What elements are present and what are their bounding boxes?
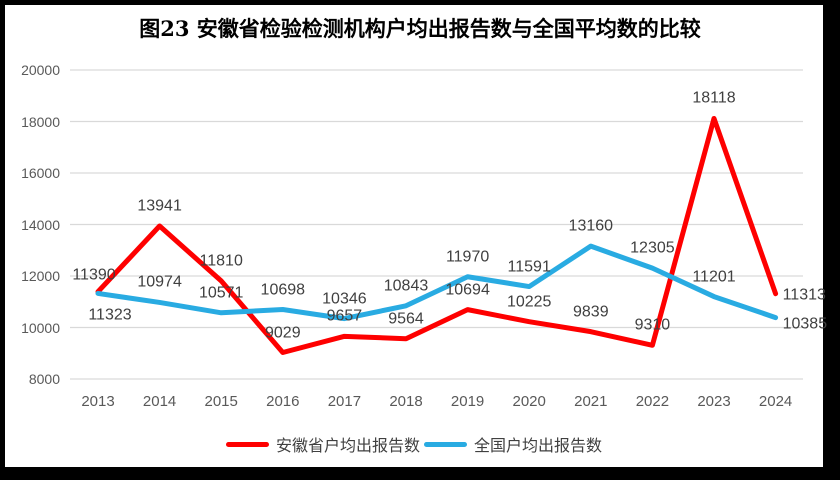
y-axis-tick-label: 18000 bbox=[21, 113, 60, 130]
x-axis-tick-label: 2019 bbox=[450, 393, 485, 410]
x-axis-tick-label: 2016 bbox=[266, 393, 300, 410]
data-label: 10698 bbox=[260, 281, 306, 299]
data-label: 10385 bbox=[782, 315, 828, 333]
data-label: 12305 bbox=[630, 239, 675, 257]
y-axis-tick-label: 20000 bbox=[21, 62, 60, 78]
y-axis-tick-label: 14000 bbox=[21, 216, 60, 233]
data-label: 9310 bbox=[634, 316, 671, 334]
legend: 安徽省户均出报告数 全国户均出报告数 bbox=[0, 433, 828, 455]
data-label: 9029 bbox=[265, 324, 301, 341]
data-label: 10843 bbox=[383, 277, 429, 295]
legend-item: 安徽省户均出报告数 bbox=[225, 432, 420, 456]
x-axis-tick-label: 2018 bbox=[389, 393, 423, 410]
data-label: 9564 bbox=[388, 310, 424, 328]
legend-label: 安徽省户均出报告数 bbox=[275, 438, 420, 455]
anhui-legend-swatch bbox=[225, 441, 269, 447]
data-label: 18118 bbox=[692, 89, 736, 107]
x-axis-tick-label: 2024 bbox=[758, 393, 793, 410]
y-axis-tick-label: 10000 bbox=[21, 319, 60, 336]
x-axis-tick-label: 2014 bbox=[142, 393, 177, 410]
legend-label: 全国户均出报告数 bbox=[474, 438, 603, 455]
y-axis-tick-label: 8000 bbox=[28, 371, 60, 387]
data-label: 11313 bbox=[782, 286, 826, 304]
national-legend-swatch bbox=[424, 441, 467, 447]
data-label: 11323 bbox=[88, 306, 132, 324]
x-axis-tick-label: 2017 bbox=[327, 393, 362, 410]
data-label: 10346 bbox=[322, 290, 367, 308]
x-axis-tick-label: 2023 bbox=[697, 393, 731, 410]
data-label: 9657 bbox=[326, 307, 363, 325]
data-label: 10225 bbox=[506, 293, 552, 311]
x-axis-tick-label: 2013 bbox=[81, 393, 115, 410]
data-label: 13160 bbox=[568, 217, 614, 235]
chart-background bbox=[5, 5, 823, 467]
data-label: 11201 bbox=[692, 268, 736, 286]
data-label: 11591 bbox=[507, 258, 551, 276]
data-label: 11390 bbox=[72, 266, 116, 284]
data-label: 13941 bbox=[137, 197, 182, 215]
legend-item: 全国户均出报告数 bbox=[424, 432, 602, 456]
x-axis-tick-label: 2022 bbox=[635, 393, 670, 410]
data-label: 11810 bbox=[199, 252, 243, 270]
x-axis-tick-label: 2021 bbox=[574, 393, 608, 410]
chart-title: 图23 安徽省检验检测机构户均出报告数与全国平均数的比较 bbox=[139, 16, 701, 41]
data-label: 10694 bbox=[445, 281, 490, 299]
data-label: 10974 bbox=[137, 273, 182, 291]
x-axis-tick-label: 2015 bbox=[204, 393, 238, 410]
y-axis-tick-label: 12000 bbox=[21, 268, 60, 284]
anhui-series-line bbox=[95, 115, 779, 356]
data-label: 9839 bbox=[573, 303, 609, 321]
y-axis-tick-label: 16000 bbox=[21, 165, 60, 181]
national-series-line bbox=[95, 243, 779, 322]
x-axis-tick-label: 2020 bbox=[512, 393, 546, 410]
data-label: 10571 bbox=[198, 284, 244, 302]
data-label: 11970 bbox=[445, 248, 490, 266]
